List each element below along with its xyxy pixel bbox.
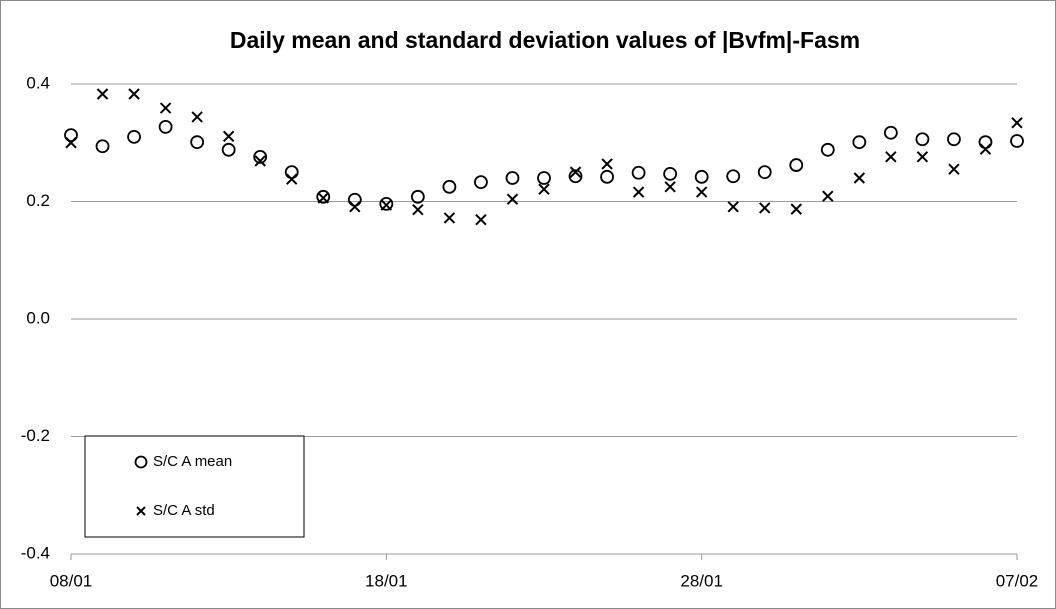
point	[631, 165, 646, 180]
point	[474, 175, 488, 190]
point	[727, 201, 739, 213]
point	[694, 169, 709, 184]
point	[537, 171, 551, 185]
point	[822, 190, 834, 202]
point	[442, 179, 457, 194]
point	[253, 149, 268, 164]
point	[600, 169, 614, 184]
point	[380, 199, 393, 211]
point	[254, 155, 266, 167]
point	[632, 186, 645, 198]
y-tick-label: -0.4	[21, 543, 50, 562]
point	[379, 196, 394, 211]
y-tick-label: 0.2	[26, 191, 50, 210]
point	[475, 214, 487, 226]
x-tick-label: 18/01	[365, 571, 408, 590]
point	[64, 128, 78, 143]
point	[222, 130, 235, 142]
point	[128, 88, 140, 100]
point	[820, 142, 835, 157]
point	[789, 158, 804, 172]
point	[790, 203, 802, 215]
point	[568, 169, 583, 184]
x-tick-label: 28/01	[680, 571, 723, 590]
point	[286, 173, 298, 185]
point	[410, 189, 425, 204]
point	[159, 102, 172, 114]
point	[947, 132, 961, 147]
x-tick-label: 08/01	[50, 571, 93, 590]
point	[601, 158, 613, 170]
point	[191, 111, 203, 123]
point	[885, 151, 897, 163]
point	[158, 119, 173, 134]
y-tick-label: -0.2	[21, 426, 50, 445]
point	[1011, 117, 1023, 129]
chart-title: Daily mean and standard deviation values…	[230, 27, 860, 53]
point	[95, 139, 110, 154]
legend-marker	[134, 455, 148, 469]
legend-label: S/C A mean	[153, 453, 232, 470]
point	[190, 135, 205, 150]
point	[979, 143, 992, 155]
y-tick-label: 0.0	[26, 308, 50, 327]
legend-box	[84, 435, 305, 538]
point	[757, 165, 772, 180]
point	[96, 88, 109, 100]
point	[759, 202, 771, 214]
point	[505, 171, 520, 185]
point	[506, 193, 519, 205]
point	[915, 132, 930, 147]
point	[538, 183, 550, 195]
point	[221, 142, 236, 157]
y-tick-label: 0.4	[26, 73, 50, 92]
point	[412, 204, 424, 216]
point	[316, 189, 331, 204]
point	[1010, 134, 1024, 148]
point	[853, 172, 866, 184]
point	[349, 201, 361, 213]
point	[569, 166, 582, 178]
point	[726, 169, 741, 184]
point	[852, 135, 867, 150]
point	[317, 192, 329, 204]
legend-label: S/C A std	[153, 502, 215, 519]
x-tick-label: 07/02	[996, 571, 1039, 590]
point	[443, 212, 456, 224]
point	[948, 163, 960, 175]
legend-marker	[136, 506, 146, 516]
point	[65, 137, 77, 149]
point	[695, 186, 708, 198]
point	[883, 125, 898, 140]
point	[663, 166, 678, 181]
point	[664, 181, 676, 193]
point	[127, 129, 141, 144]
point	[916, 151, 929, 163]
